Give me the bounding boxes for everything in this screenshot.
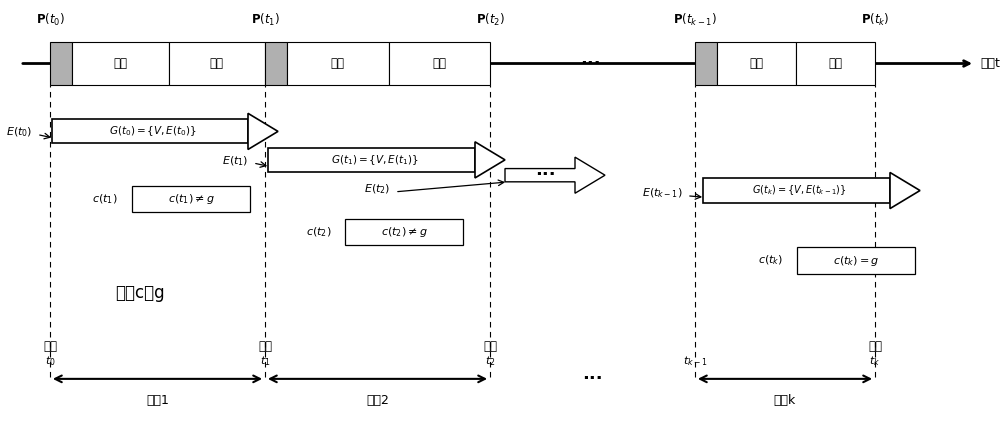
Text: 时间t: 时间t (980, 57, 1000, 70)
Text: $G(t_1)=\{V,E(t_1)\}$: $G(t_1)=\{V,E(t_1)\}$ (331, 153, 418, 167)
Polygon shape (890, 173, 920, 208)
Polygon shape (248, 113, 278, 149)
Text: 循环1: 循环1 (146, 394, 169, 407)
Text: $\bf{P}$$(t_2)$: $\bf{P}$$(t_2)$ (476, 12, 504, 28)
Text: $c(t_2)\neq g$: $c(t_2)\neq g$ (381, 225, 427, 239)
Bar (345, 219, 463, 245)
Bar (72, 42, 169, 85)
Text: 分配: 分配 (828, 57, 842, 70)
Text: $E(t_{k-1})$: $E(t_{k-1})$ (642, 187, 682, 201)
Text: 计算: 计算 (113, 57, 127, 70)
Text: 分配: 分配 (432, 57, 446, 70)
Bar (797, 247, 915, 274)
Text: 开始: 开始 (43, 339, 57, 353)
Bar (50, 42, 72, 85)
Text: ···: ··· (580, 54, 600, 73)
Bar (265, 42, 287, 85)
Text: $c(t_1)\neq g$: $c(t_1)\neq g$ (168, 192, 214, 206)
Text: $t_k$: $t_k$ (869, 354, 881, 368)
Text: ···: ··· (582, 370, 603, 388)
Text: $\bf{P}$$(t_k)$: $\bf{P}$$(t_k)$ (861, 12, 889, 28)
Text: ···: ··· (535, 166, 555, 184)
Bar (388, 42, 490, 85)
Text: $\bf{P}$$(t_{k-1})$: $\bf{P}$$(t_{k-1})$ (673, 12, 717, 28)
Text: $c(t_k)=g$: $c(t_k)=g$ (833, 254, 879, 268)
Text: $G(t_k)=\{V,E(t_{k-1})\}$: $G(t_k)=\{V,E(t_{k-1})\}$ (752, 184, 847, 198)
Text: $t_2$: $t_2$ (485, 354, 495, 368)
Text: $G(t_0)=\{V,E(t_0)\}$: $G(t_0)=\{V,E(t_0)\}$ (109, 124, 197, 138)
Text: $E(t_1)$: $E(t_1)$ (222, 154, 248, 168)
Text: $t_0$: $t_0$ (45, 354, 55, 368)
Text: $c(t_k)$: $c(t_k)$ (758, 254, 783, 268)
Bar (796, 42, 875, 85)
Polygon shape (475, 142, 505, 178)
Text: 循环2: 循环2 (366, 394, 389, 407)
Bar (52, 119, 248, 144)
Text: $c(t_1)$: $c(t_1)$ (92, 192, 118, 206)
Bar (268, 148, 475, 172)
Bar (717, 42, 796, 85)
Bar (169, 42, 265, 85)
Text: 循环k: 循环k (774, 394, 796, 407)
Bar (132, 186, 250, 212)
Text: 结束: 结束 (868, 339, 882, 353)
Text: 继续: 继续 (258, 339, 272, 353)
Text: $E(t_0)$: $E(t_0)$ (6, 125, 32, 139)
Text: $E(t_2)$: $E(t_2)$ (364, 183, 390, 197)
Bar (287, 42, 389, 85)
Text: 比较c和g: 比较c和g (115, 284, 165, 303)
Text: 计算: 计算 (331, 57, 345, 70)
Bar (703, 179, 890, 202)
Text: $t_1$: $t_1$ (260, 354, 270, 368)
Text: 计算: 计算 (750, 57, 764, 70)
Text: 继续: 继续 (483, 339, 497, 353)
Text: 分配: 分配 (210, 57, 224, 70)
Bar (695, 42, 717, 85)
Text: $\bf{P}$$(t_0)$: $\bf{P}$$(t_0)$ (36, 12, 64, 28)
Text: $\bf{P}$$(t_1)$: $\bf{P}$$(t_1)$ (251, 12, 279, 28)
FancyArrow shape (505, 157, 605, 193)
Text: $t_{k-1}$: $t_{k-1}$ (683, 354, 707, 368)
Text: $c(t_2)$: $c(t_2)$ (306, 225, 332, 239)
